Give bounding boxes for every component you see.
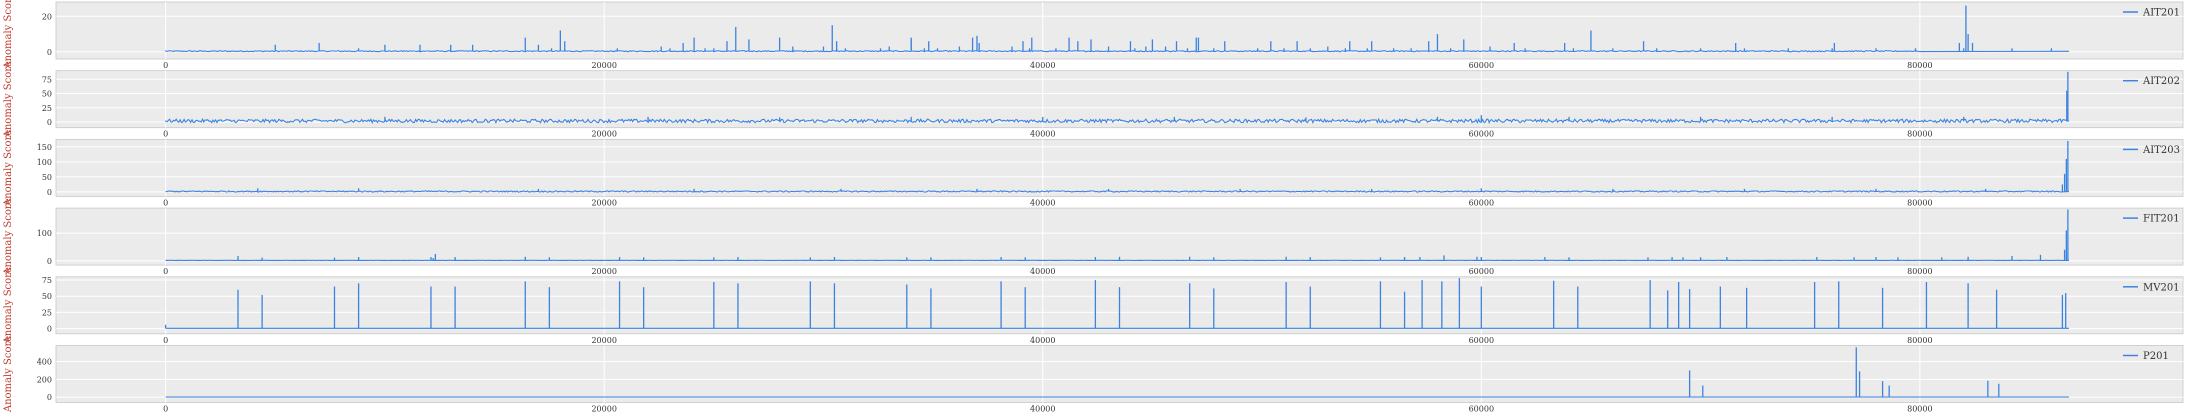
y-tick-label: 100 [37,229,52,238]
plot-area [55,138,2184,197]
x-tick-label: 80000 [1907,336,1932,345]
series-line [165,117,2070,124]
x-tick-label: 80000 [1907,130,1932,139]
x-tick-label: 40000 [1030,61,1055,70]
x-tick-label: 80000 [1907,198,1932,207]
plot-area [55,345,2184,403]
y-tick-label: 25 [42,104,52,113]
legend: P201 [2123,351,2169,362]
plot-area [55,207,2184,266]
y-tick-label: 0 [47,118,52,127]
x-tick-label: 20000 [591,198,616,207]
legend-label: MV201 [2143,282,2180,293]
legend-label: AIT202 [2142,76,2180,87]
x-tick-label: 40000 [1030,130,1055,139]
chart-panel-ait202: 0 20000 40000 60000 80000 0 25 50 75 AIT202 Anomal… [3,61,2184,139]
y-axis-label: Anomaly Score [3,336,14,413]
series-line [165,190,2070,193]
x-tick-label: 60000 [1469,267,1494,276]
x-tick-label: 60000 [1469,198,1494,207]
y-tick-label: 50 [42,173,52,182]
chart-panel-ait201: 0 20000 40000 60000 80000 0 20 AIT201 Anomaly Sc… [3,0,2184,70]
x-tick-label: 60000 [1469,405,1494,413]
plot-area [55,70,2184,129]
x-tick-label: 0 [163,405,168,413]
x-tick-label: 20000 [591,130,616,139]
y-tick-label: 50 [42,292,52,301]
legend: AIT203 [2123,145,2180,156]
legend: AIT202 [2123,76,2180,87]
legend: MV201 [2123,282,2180,293]
y-tick-label: 0 [47,393,52,402]
legend-label: AIT203 [2142,145,2180,156]
x-tick-label: 20000 [591,405,616,413]
x-tick-label: 60000 [1469,61,1494,70]
x-tick-label: 80000 [1907,267,1932,276]
legend-label: AIT201 [2142,8,2180,19]
y-axis-label: Anomaly Score [3,267,14,344]
chart-panel-fit201: 0 20000 40000 60000 80000 0 100 FIT201 Anomaly S… [3,198,2184,276]
x-tick-label: 0 [163,336,168,345]
x-tick-label: 20000 [591,61,616,70]
y-tick-label: 0 [47,257,52,266]
x-tick-label: 0 [163,130,168,139]
y-tick-label: 25 [42,308,52,317]
x-tick-label: 80000 [1907,405,1932,413]
x-tick-label: 20000 [591,267,616,276]
y-tick-label: 100 [37,158,52,167]
x-tick-label: 0 [163,61,168,70]
y-tick-label: 50 [42,90,52,99]
y-tick-label: 20 [42,12,52,21]
y-axis-label: Anomaly Score [3,198,14,275]
y-tick-label: 75 [42,276,52,285]
x-tick-label: 40000 [1030,267,1055,276]
y-tick-label: 75 [42,75,52,84]
y-tick-label: 200 [37,375,52,384]
x-tick-label: 0 [163,198,168,207]
y-axis-label: Anomaly Score [3,61,14,138]
chart-panel-mv201: 0 20000 40000 60000 80000 0 25 50 75 MV201 Anomaly… [3,267,2184,345]
legend: FIT201 [2123,214,2180,225]
x-tick-label: 40000 [1030,198,1055,207]
x-tick-label: 60000 [1469,130,1494,139]
chart-panel-p201: 0 20000 40000 60000 80000 0 200 400 P201 Anomaly … [3,336,2184,413]
chart-panel-ait203: 0 20000 40000 60000 80000 0 50 100 150 AIT203 Anom… [3,130,2184,207]
legend: AIT201 [2123,8,2180,19]
x-tick-label: 40000 [1030,336,1055,345]
series-line [165,50,2070,53]
plot-area [55,1,2184,60]
legend-label: FIT201 [2143,214,2180,225]
y-tick-label: 400 [37,358,52,367]
x-tick-label: 40000 [1030,405,1055,413]
x-tick-label: 0 [163,267,168,276]
x-tick-label: 80000 [1907,61,1932,70]
y-tick-label: 150 [37,143,52,152]
y-axis-label: Anomaly Score [3,0,14,70]
legend-label: P201 [2143,351,2169,362]
y-tick-label: 0 [47,48,52,57]
y-tick-label: 0 [47,325,52,334]
x-tick-label: 20000 [591,336,616,345]
y-tick-label: 0 [47,188,52,197]
x-tick-label: 60000 [1469,336,1494,345]
y-axis-label: Anomaly Score [3,130,14,207]
